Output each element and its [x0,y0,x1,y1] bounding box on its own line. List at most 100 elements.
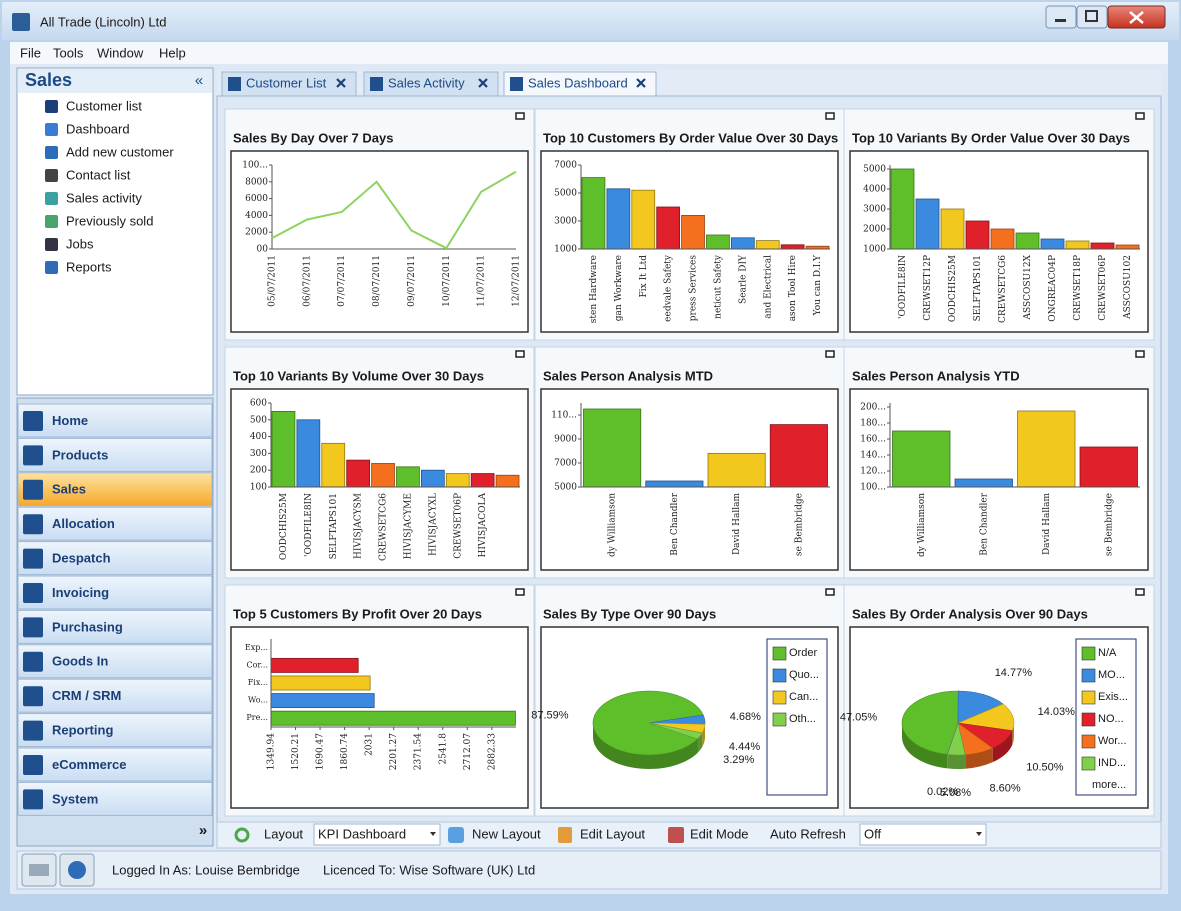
panel-minimize[interactable] [515,588,525,596]
status-bar [16,850,1162,890]
bar [606,188,631,250]
x-tick-label: CREWSET06P [453,493,463,559]
sidebar-item[interactable]: Contact list [66,167,131,182]
toolbar-button[interactable]: New Layout [472,826,541,841]
tab-label: Sales Activity [388,75,465,90]
panel-minimize[interactable] [1135,350,1145,358]
menu-item[interactable]: Help [159,45,186,60]
title-bar [2,2,1179,40]
menu-item[interactable]: File [20,45,41,60]
tab[interactable] [221,71,357,97]
nav-button[interactable] [17,747,213,782]
axis [270,403,520,488]
panel-minimize[interactable] [1135,588,1145,596]
item-icon [45,100,58,113]
sidebar-item[interactable]: Dashboard [66,121,130,136]
nav-button[interactable] [17,437,213,472]
bar [271,410,296,488]
nav-button[interactable] [17,644,213,679]
legend-more[interactable]: more... [1092,779,1126,791]
toolbar-button[interactable]: Edit Layout [580,826,645,841]
bar [321,442,346,488]
x-tick-label: press Services [689,255,699,322]
bar [755,240,780,250]
panel-minimize[interactable] [515,350,525,358]
x-tick-label: ASSCOSU12X [1023,254,1033,320]
panel-minimize[interactable] [825,112,835,120]
x-tick-label: neticut Safety [713,254,723,319]
bar [915,198,940,250]
nav-button[interactable] [17,506,213,541]
item-icon [45,261,58,274]
edit-mode-icon [668,827,684,843]
legend-label: Exis... [1098,691,1128,703]
pie-slice [957,690,1004,724]
maximize-button[interactable] [1076,5,1108,29]
bar [270,693,375,709]
nav-button[interactable] [17,713,213,748]
sidebar-item[interactable]: Jobs [66,236,94,251]
nav-button[interactable] [17,541,213,576]
x-tick-label: dy Williamson [917,493,927,557]
pie-side [1012,723,1014,745]
y-tick-label: Exp... [245,643,268,652]
minimize-button[interactable] [1045,5,1077,29]
bar [892,430,951,488]
x-tick-label: 10/07/2011 [442,255,452,307]
layout-dropdown[interactable] [313,823,441,846]
chart-box [230,150,529,333]
legend-label: Quo... [789,669,819,681]
nav-button[interactable] [17,609,213,644]
nav-icon [23,583,43,603]
x-tick-label: ASSCOSU102 [1123,255,1133,320]
nav-label: CRM / SRM [52,688,121,703]
panel-title: Sales By Order Analysis Over 90 Days [852,606,1088,621]
bar [707,452,766,488]
sidebar-item[interactable]: Sales activity [66,190,142,205]
menu-item[interactable]: Tools [53,45,84,60]
x-tick-label: Ben Chandler [979,492,989,555]
refresh-dropdown[interactable] [859,823,987,846]
nav-button[interactable] [17,403,213,438]
panel-minimize[interactable] [1135,112,1145,120]
tab-icon [510,77,523,91]
pie-label: 47.05% [840,711,878,723]
panel-minimize[interactable] [825,588,835,596]
panel-minimize[interactable] [515,112,525,120]
sidebar-item[interactable]: Reports [66,259,112,274]
sidebar-item[interactable]: Customer list [66,98,142,113]
nav-button[interactable] [17,575,213,610]
nav-label: Goods In [52,654,108,669]
panel-title: Top 5 Customers By Profit Over 20 Days [233,606,482,621]
sidebar-item[interactable]: Add new customer [66,144,174,159]
legend-swatch [1081,668,1096,683]
bar [706,234,730,250]
tab-label: Customer List [246,75,327,90]
nav-label: Sales [52,482,86,497]
nav-button[interactable] [17,781,213,816]
toolbar-button[interactable]: Edit Mode [690,826,749,841]
panel-minimize[interactable] [825,350,835,358]
pie-label: 0.02% [927,786,958,798]
item-icon [45,238,58,251]
nav-button[interactable] [17,472,213,507]
tab[interactable] [363,71,499,97]
pie-label: 14.77% [995,667,1033,679]
x-tick-label: 06/07/2011 [302,255,312,307]
tab[interactable] [503,71,657,97]
tab-close[interactable] [636,78,646,88]
pie-side [702,724,705,747]
tab-close[interactable] [336,78,346,88]
tab-close[interactable] [478,78,488,88]
sidebar-item[interactable]: Previously sold [66,213,153,228]
y-tick-label: 200... [860,403,886,413]
item-icon [45,146,58,159]
menu-item[interactable]: Window [97,45,144,60]
pie-side [902,723,948,769]
nav-icon [23,617,43,638]
sidebar-collapse[interactable]: « [195,72,203,89]
nav-more[interactable]: » [199,822,207,839]
legend-swatch [1081,646,1096,661]
nav-button[interactable] [17,678,213,713]
